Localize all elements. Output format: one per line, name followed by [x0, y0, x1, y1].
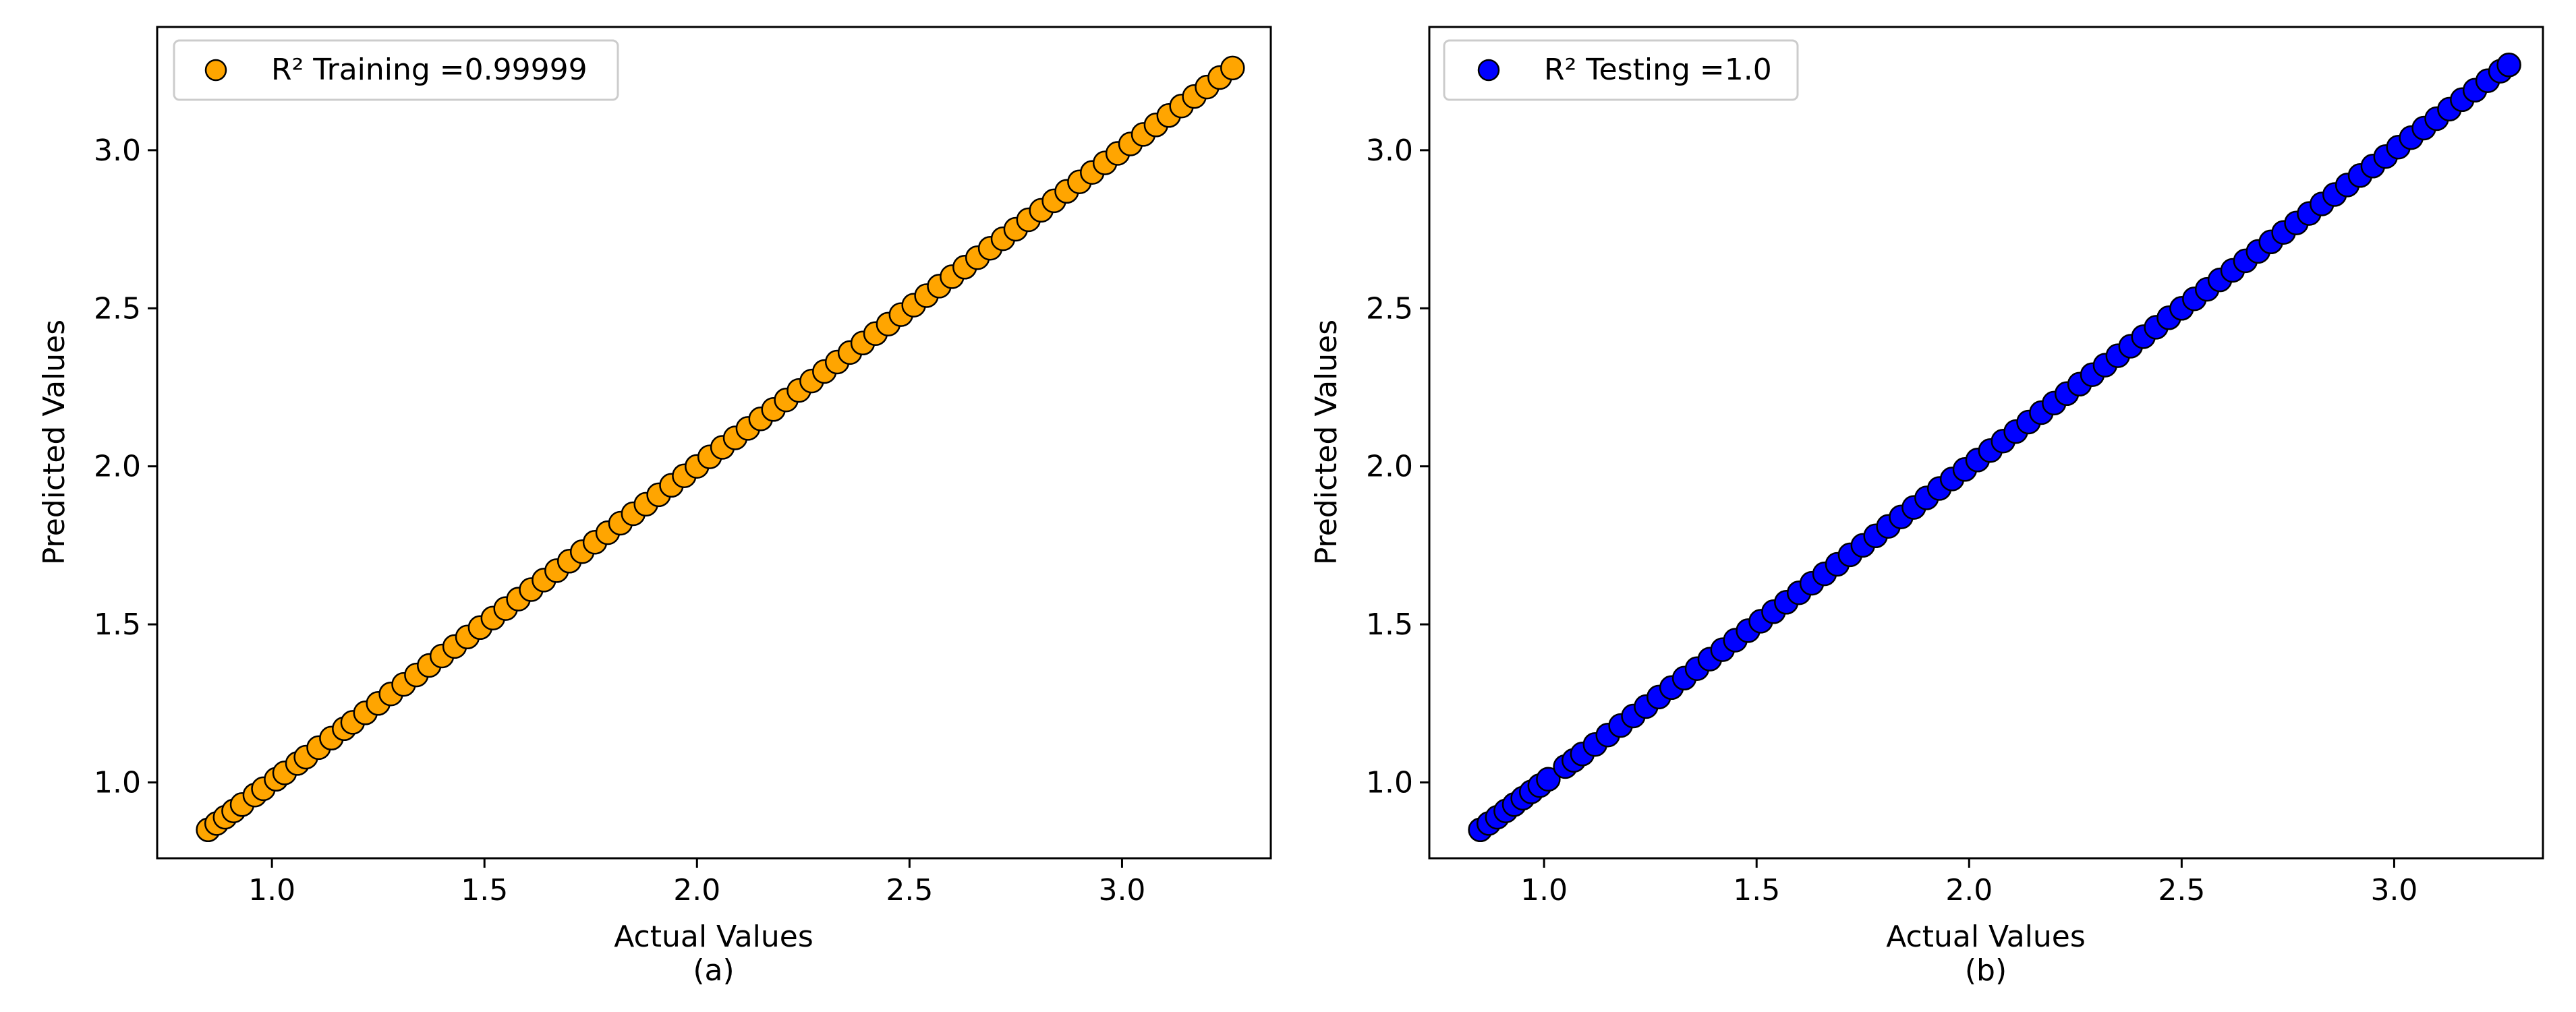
- x-tick-label: 1.0: [248, 873, 295, 907]
- y-axis-label-a: Predicted Values: [37, 320, 71, 565]
- legend-b: R² Testing =1.0: [1443, 39, 1799, 101]
- legend-marker-b: [1477, 59, 1500, 82]
- x-tick-label: 3.0: [1098, 873, 1145, 907]
- panel-label-a: (a): [693, 953, 734, 988]
- x-tick-label: 3.0: [2370, 873, 2417, 907]
- scatter-points-b: [1468, 53, 2521, 843]
- x-tick-label: 2.5: [886, 873, 933, 907]
- panel-b: 1.0 1.5 2.0 2.5 3.0 1.0 1.5 2.0 2.5 3.0 Actual V…: [1309, 26, 2544, 988]
- panel-label-b: (b): [1965, 953, 2007, 988]
- x-tick-label: 1.0: [1520, 873, 1568, 907]
- data-point: [1220, 55, 1245, 81]
- y-tick-label: 2.5: [1366, 291, 1413, 326]
- x-ticks-b: 1.0 1.5 2.0 2.5 3.0: [1520, 858, 2417, 907]
- legend-label-a: R² Training =0.99999: [271, 53, 588, 87]
- legend-marker-a: [204, 59, 227, 82]
- x-tick-label: 2.0: [673, 873, 720, 907]
- x-axis-label-a: Actual Values: [614, 920, 813, 954]
- y-tick-label: 1.0: [94, 765, 141, 800]
- y-tick-label: 3.0: [1366, 133, 1413, 168]
- y-ticks-b: 1.0 1.5 2.0 2.5 3.0: [1366, 133, 1429, 800]
- y-axis-label-b: Predicted Values: [1309, 320, 1344, 565]
- panel-a: 1.0 1.5 2.0 2.5 3.0 1.0 1.5 2.0 2.5 3.0 Actual V…: [37, 26, 1272, 988]
- y-tick-label: 2.5: [94, 291, 141, 326]
- y-tick-label: 1.5: [1366, 607, 1413, 642]
- legend-box-a: [173, 39, 619, 101]
- y-tick-label: 2.0: [1366, 450, 1413, 484]
- x-tick-label: 2.0: [1945, 873, 1993, 907]
- x-tick-label: 1.5: [1733, 873, 1780, 907]
- y-tick-label: 2.0: [94, 450, 141, 484]
- x-ticks-a: 1.0 1.5 2.0 2.5 3.0: [248, 858, 1145, 907]
- legend-label-b: R² Testing =1.0: [1544, 53, 1772, 87]
- data-point: [2496, 53, 2521, 78]
- legend-a: R² Training =0.99999: [173, 39, 619, 101]
- x-tick-label: 2.5: [2158, 873, 2205, 907]
- data-point: [1536, 767, 1561, 792]
- y-tick-label: 1.5: [94, 607, 141, 642]
- y-tick-label: 1.0: [1366, 765, 1413, 800]
- plot-frame-b: [1428, 26, 2544, 860]
- x-axis-label-b: Actual Values: [1886, 920, 2086, 954]
- x-tick-label: 1.5: [461, 873, 508, 907]
- y-tick-label: 3.0: [94, 133, 141, 168]
- plot-frame-a: [156, 26, 1272, 860]
- y-ticks-a: 1.0 1.5 2.0 2.5 3.0: [94, 133, 157, 800]
- scatter-points-a: [196, 55, 1245, 843]
- legend-box-b: [1443, 39, 1799, 101]
